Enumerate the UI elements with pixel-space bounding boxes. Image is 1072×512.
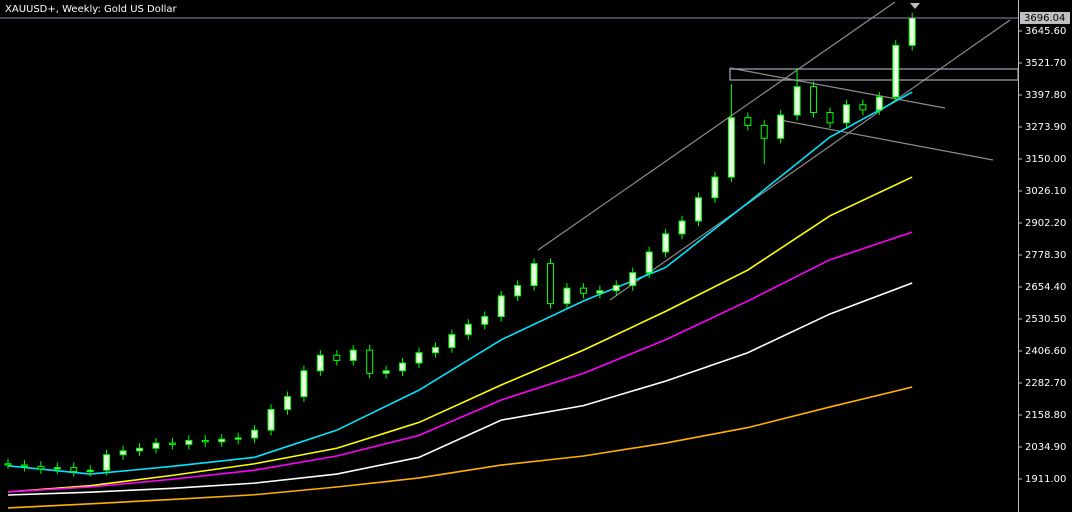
candle-body <box>53 467 61 470</box>
candle-body <box>842 104 850 124</box>
candle-body <box>283 396 291 411</box>
candle-body <box>415 352 423 364</box>
candle-body <box>37 465 45 470</box>
candle-body <box>547 263 555 305</box>
candle-body <box>119 450 127 456</box>
candle-body <box>662 233 670 253</box>
candle-body <box>678 220 686 235</box>
candle-body <box>70 467 78 473</box>
marker <box>910 3 920 9</box>
moving-average <box>7 91 913 475</box>
y-tick-label: 3273.90 <box>1025 122 1066 133</box>
candle-body <box>629 272 637 287</box>
price-label-box <box>1020 11 1070 24</box>
y-tick-label: 3397.80 <box>1025 90 1066 101</box>
candle-body <box>4 463 12 466</box>
last-price-label: 3696.04 <box>1024 13 1065 24</box>
candle-body <box>694 197 702 222</box>
y-tick-label: 3150.00 <box>1025 154 1066 165</box>
candle-body <box>612 285 620 292</box>
moving-average <box>7 231 913 493</box>
candle-body <box>431 347 439 354</box>
candle-body <box>333 354 341 361</box>
candle-body <box>86 469 94 473</box>
trend-line <box>729 67 946 109</box>
y-tick-label: 2282.70 <box>1025 378 1066 389</box>
y-tick-label: 2034.90 <box>1025 442 1066 453</box>
candle-body <box>596 290 604 294</box>
candle-body <box>859 104 867 111</box>
candle-body <box>563 287 571 305</box>
candle-body <box>760 124 768 139</box>
candle-body <box>234 437 242 440</box>
channel-upper <box>537 1 896 251</box>
candle-body <box>514 285 522 297</box>
moving-average <box>7 282 913 496</box>
zone-rectangle <box>729 68 1019 81</box>
candle-body <box>711 176 719 199</box>
candle-body <box>366 349 374 374</box>
candle-body <box>645 251 653 274</box>
candle-body <box>497 295 505 318</box>
y-tick-label: 3645.60 <box>1025 26 1066 37</box>
candle-body <box>218 438 226 443</box>
y-tick-label: 3521.70 <box>1025 58 1066 69</box>
candle-body <box>349 349 357 361</box>
candle-body <box>793 86 801 116</box>
candle-body <box>481 316 489 325</box>
candle-body <box>530 263 538 287</box>
candle-body <box>201 440 209 443</box>
candle-body <box>103 454 111 471</box>
candle-body <box>464 323 472 336</box>
chart-title: XAUUSD+, Weekly: Gold US Dollar <box>5 4 178 15</box>
candle-body <box>892 44 900 98</box>
y-tick-label: 2530.50 <box>1025 314 1066 325</box>
candle-body <box>316 354 324 372</box>
candle-body <box>744 117 752 126</box>
candle-body <box>251 429 259 439</box>
candle-body <box>300 370 308 398</box>
candle-body <box>727 117 735 178</box>
candle-body <box>826 112 834 124</box>
moving-average <box>7 176 913 493</box>
channel-lower <box>609 19 1011 301</box>
candle-body <box>267 409 275 431</box>
candle-body <box>908 17 916 46</box>
y-tick-label: 2778.30 <box>1025 250 1066 261</box>
y-tick-label: 2406.60 <box>1025 346 1066 357</box>
y-tick-label: 3026.10 <box>1025 186 1066 197</box>
trend-line <box>779 119 994 161</box>
candle-body <box>152 442 160 449</box>
moving-average <box>7 386 913 509</box>
drawings <box>537 1 1019 301</box>
candle-body <box>382 370 390 374</box>
candle-body <box>168 442 176 445</box>
candle-body <box>777 114 785 139</box>
y-tick-label: 1911.00 <box>1025 474 1066 485</box>
candle-body <box>399 362 407 372</box>
candle-body <box>579 287 587 294</box>
y-tick-label: 2654.40 <box>1025 282 1066 293</box>
y-tick-label: 2158.80 <box>1025 410 1066 421</box>
y-tick-label: 2902.20 <box>1025 218 1066 229</box>
candle-body <box>875 96 883 111</box>
candle-body <box>185 440 193 445</box>
candle-body <box>810 86 818 114</box>
candle-body <box>448 334 456 349</box>
candle-body <box>20 464 28 467</box>
candle-body <box>136 447 144 452</box>
